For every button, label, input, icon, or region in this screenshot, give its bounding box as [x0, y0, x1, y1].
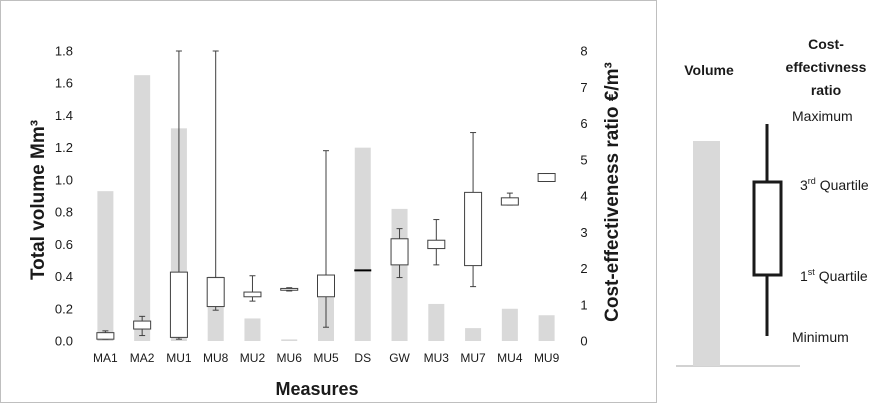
right-tick-label: 7: [580, 80, 587, 95]
x-tick-label-ds: DS: [354, 351, 371, 365]
right-tick-label: 0: [580, 334, 587, 349]
boxplot-box-mu9: [537, 173, 556, 182]
right-tick-label: 2: [580, 261, 587, 276]
boxplot-box-mu5: [317, 274, 335, 298]
x-tick-label-mu5: MU5: [313, 351, 339, 365]
boxplot-mu3: [427, 219, 446, 266]
boxplot-box-mu6: [280, 287, 299, 291]
x-tick-label-mu8: MU8: [203, 351, 229, 365]
legend-ratio-label-line-3: ratio: [811, 82, 841, 98]
boxplot-mu1: [169, 50, 188, 340]
volume-bar-ds: [354, 147, 371, 341]
boxplot-box-mu7: [464, 191, 483, 267]
right-axis-title: Cost-effectiveness ratio €/m³: [602, 62, 623, 322]
legend-volume-swatch: [693, 141, 720, 366]
boxplot-box-ma1: [96, 332, 115, 340]
left-tick-label: 0.4: [55, 269, 73, 284]
x-tick-label-mu1: MU1: [166, 351, 192, 365]
legend-volume-label: Volume: [684, 62, 734, 78]
legend-q3-label: 3rd Quartile: [800, 176, 869, 193]
boxplot-mu7: [464, 132, 483, 288]
volume-bar-ma1: [97, 191, 114, 341]
boxplot-mu4: [500, 192, 519, 206]
legend-ratio-label-line-1: Cost-: [808, 36, 844, 52]
legend-q1-label: 1st Quartile: [800, 267, 868, 284]
volume-bar-mu3: [428, 303, 445, 341]
left-tick-label: 0.2: [55, 301, 73, 316]
x-tick-label-mu2: MU2: [240, 351, 266, 365]
x-axis-ticks: MA1 MA2 MU1 MU8 MU2 MU6 MU5 DS GW MU3 MU7 MU4 MU9: [93, 351, 560, 365]
boxplot-ma1: [96, 330, 115, 340]
left-tick-label: 0.8: [55, 205, 73, 220]
x-tick-label-ma2: MA2: [130, 351, 155, 365]
right-tick-label: 5: [580, 152, 587, 167]
boxplot-mu5: [317, 150, 335, 328]
right-tick-label: 8: [580, 44, 587, 59]
left-tick-label: 1.2: [55, 140, 73, 155]
x-tick-label-gw: GW: [389, 351, 410, 365]
boxplot-box-mu1: [169, 271, 188, 338]
left-tick-label: 1.0: [55, 172, 73, 187]
volume-bar-mu2: [244, 318, 261, 341]
volume-bar-mu7: [465, 328, 482, 341]
boxplot-box-mu8: [206, 277, 225, 308]
x-tick-label-mu4: MU4: [497, 351, 523, 365]
legend-minimum-label: Minimum: [792, 329, 849, 345]
boxplot-box-mu2: [243, 291, 262, 298]
x-tick-label-mu7: MU7: [460, 351, 486, 365]
boxplot-box-gw: [390, 238, 409, 266]
left-tick-label: 1.4: [55, 108, 73, 123]
volume-bar-ma2: [134, 75, 151, 342]
left-axis-ticks: 0.0 0.2 0.4 0.6 0.8 1.0 1.2 1.4 1.6 1.8: [55, 44, 73, 349]
volume-bar-mu4: [501, 308, 518, 341]
boxplot-mu9: [537, 173, 556, 182]
legend-maximum-label: Maximum: [792, 108, 853, 124]
left-axis-title: Total volume Mm³: [28, 120, 49, 280]
right-tick-label: 6: [580, 116, 587, 131]
boxplot-mu2: [243, 275, 262, 302]
plot-area: [96, 50, 556, 342]
right-tick-label: 1: [580, 297, 587, 312]
boxplot-mu6: [280, 287, 299, 292]
x-axis-title: Measures: [275, 379, 358, 399]
volume-bar-mu6: [281, 339, 298, 341]
legend-ratio-label-line-2: effectivness: [786, 59, 867, 75]
right-axis-ticks: 0 1 2 3 4 5 6 7 8: [580, 44, 587, 349]
boxplot-box-ma2: [133, 320, 152, 330]
legend-box: [752, 180, 783, 277]
boxplot-box-mu3: [427, 239, 446, 250]
left-tick-label: 1.6: [55, 76, 73, 91]
boxplot-gw: [390, 228, 409, 279]
right-tick-label: 4: [580, 189, 587, 204]
x-tick-label-ma1: MA1: [93, 351, 118, 365]
volume-bar-mu9: [538, 315, 555, 341]
left-tick-label: 0.0: [55, 334, 73, 349]
left-tick-label: 0.6: [55, 237, 73, 252]
right-tick-label: 3: [580, 225, 587, 240]
left-tick-label: 1.8: [55, 44, 73, 59]
x-tick-label-mu3: MU3: [424, 351, 450, 365]
boxplot-mu8: [206, 50, 225, 311]
x-tick-label-mu9: MU9: [534, 351, 560, 365]
x-tick-label-mu6: MU6: [277, 351, 303, 365]
legend: Volume Cost- effectivness ratio Maximum …: [684, 36, 869, 366]
boxplot-ma2: [133, 315, 152, 337]
boxplot-box-mu4: [500, 197, 519, 206]
